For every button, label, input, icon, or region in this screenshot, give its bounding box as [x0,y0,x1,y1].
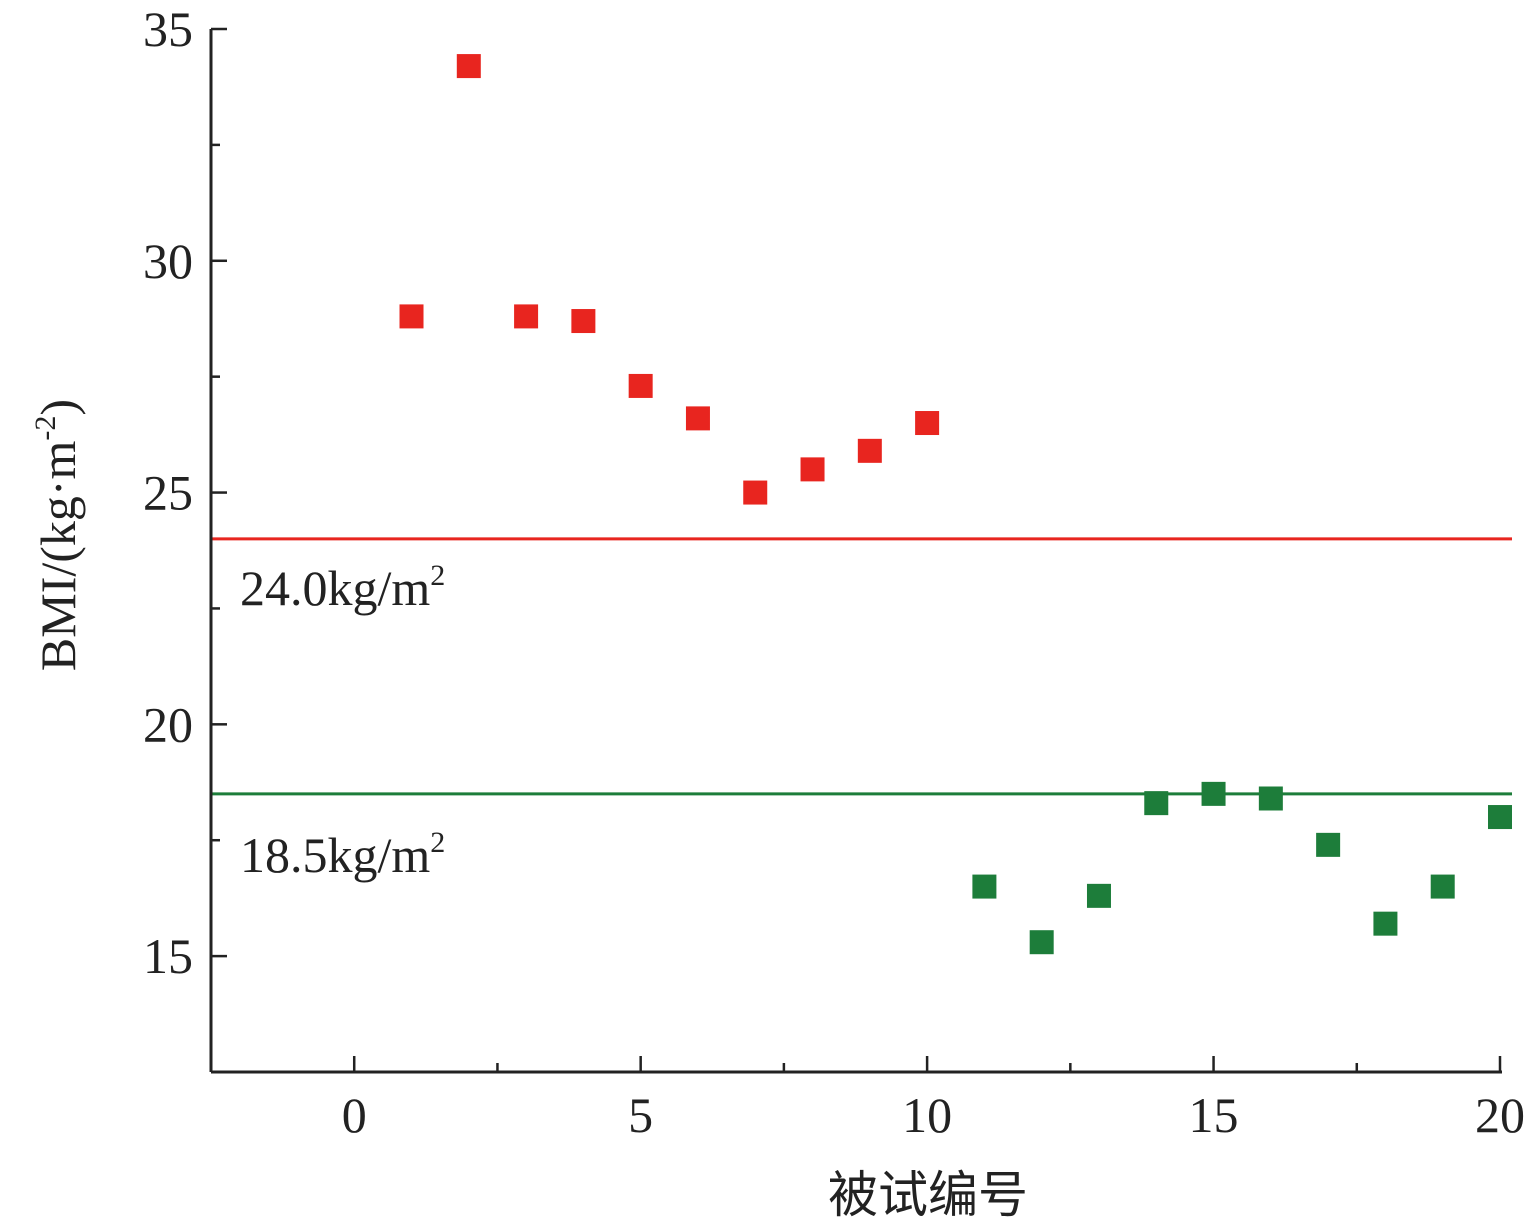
x-axis-title: 被试编号 [828,1167,1028,1223]
x-tick-label: 0 [342,1087,367,1143]
y-tick-label: 20 [143,696,193,752]
x-tick-label: 5 [628,1087,653,1143]
overweight-point-7 [743,480,768,505]
underweight-point-18 [1373,911,1398,936]
overweight-point-8 [800,457,825,482]
overweight-point-6 [685,406,710,431]
underweight-point-11 [972,874,997,899]
x-tick-label: 15 [1189,1087,1239,1143]
y-tick-label: 25 [143,465,193,521]
underweight-point-13 [1086,883,1111,908]
overweight-point-4 [571,309,596,334]
x-tick-label: 10 [902,1087,952,1143]
underweight-point-16 [1258,786,1283,811]
underweight-point-12 [1029,930,1054,955]
overweight-point-10 [915,411,940,436]
y-tick-label: 15 [143,928,193,984]
ref-label-18-5: 18.5kg/m2 [240,826,445,883]
underweight-point-15 [1201,781,1226,806]
ref-label-24: 24.0kg/m2 [240,559,445,616]
underweight-point-19 [1430,874,1455,899]
y-tick-label: 35 [143,1,193,57]
y-tick-label: 30 [143,233,193,289]
underweight-point-17 [1316,832,1341,857]
overweight-point-3 [514,304,539,329]
overweight-point-5 [628,373,653,398]
underweight-point-20 [1488,805,1512,830]
overweight-point-9 [857,438,882,463]
x-tick-label: 20 [1475,1087,1525,1143]
underweight-point-14 [1144,791,1169,816]
y-axis-title: BMI/(kg·m-2) [29,399,86,671]
overweight-point-2 [456,54,481,79]
overweight-point-1 [399,304,424,329]
